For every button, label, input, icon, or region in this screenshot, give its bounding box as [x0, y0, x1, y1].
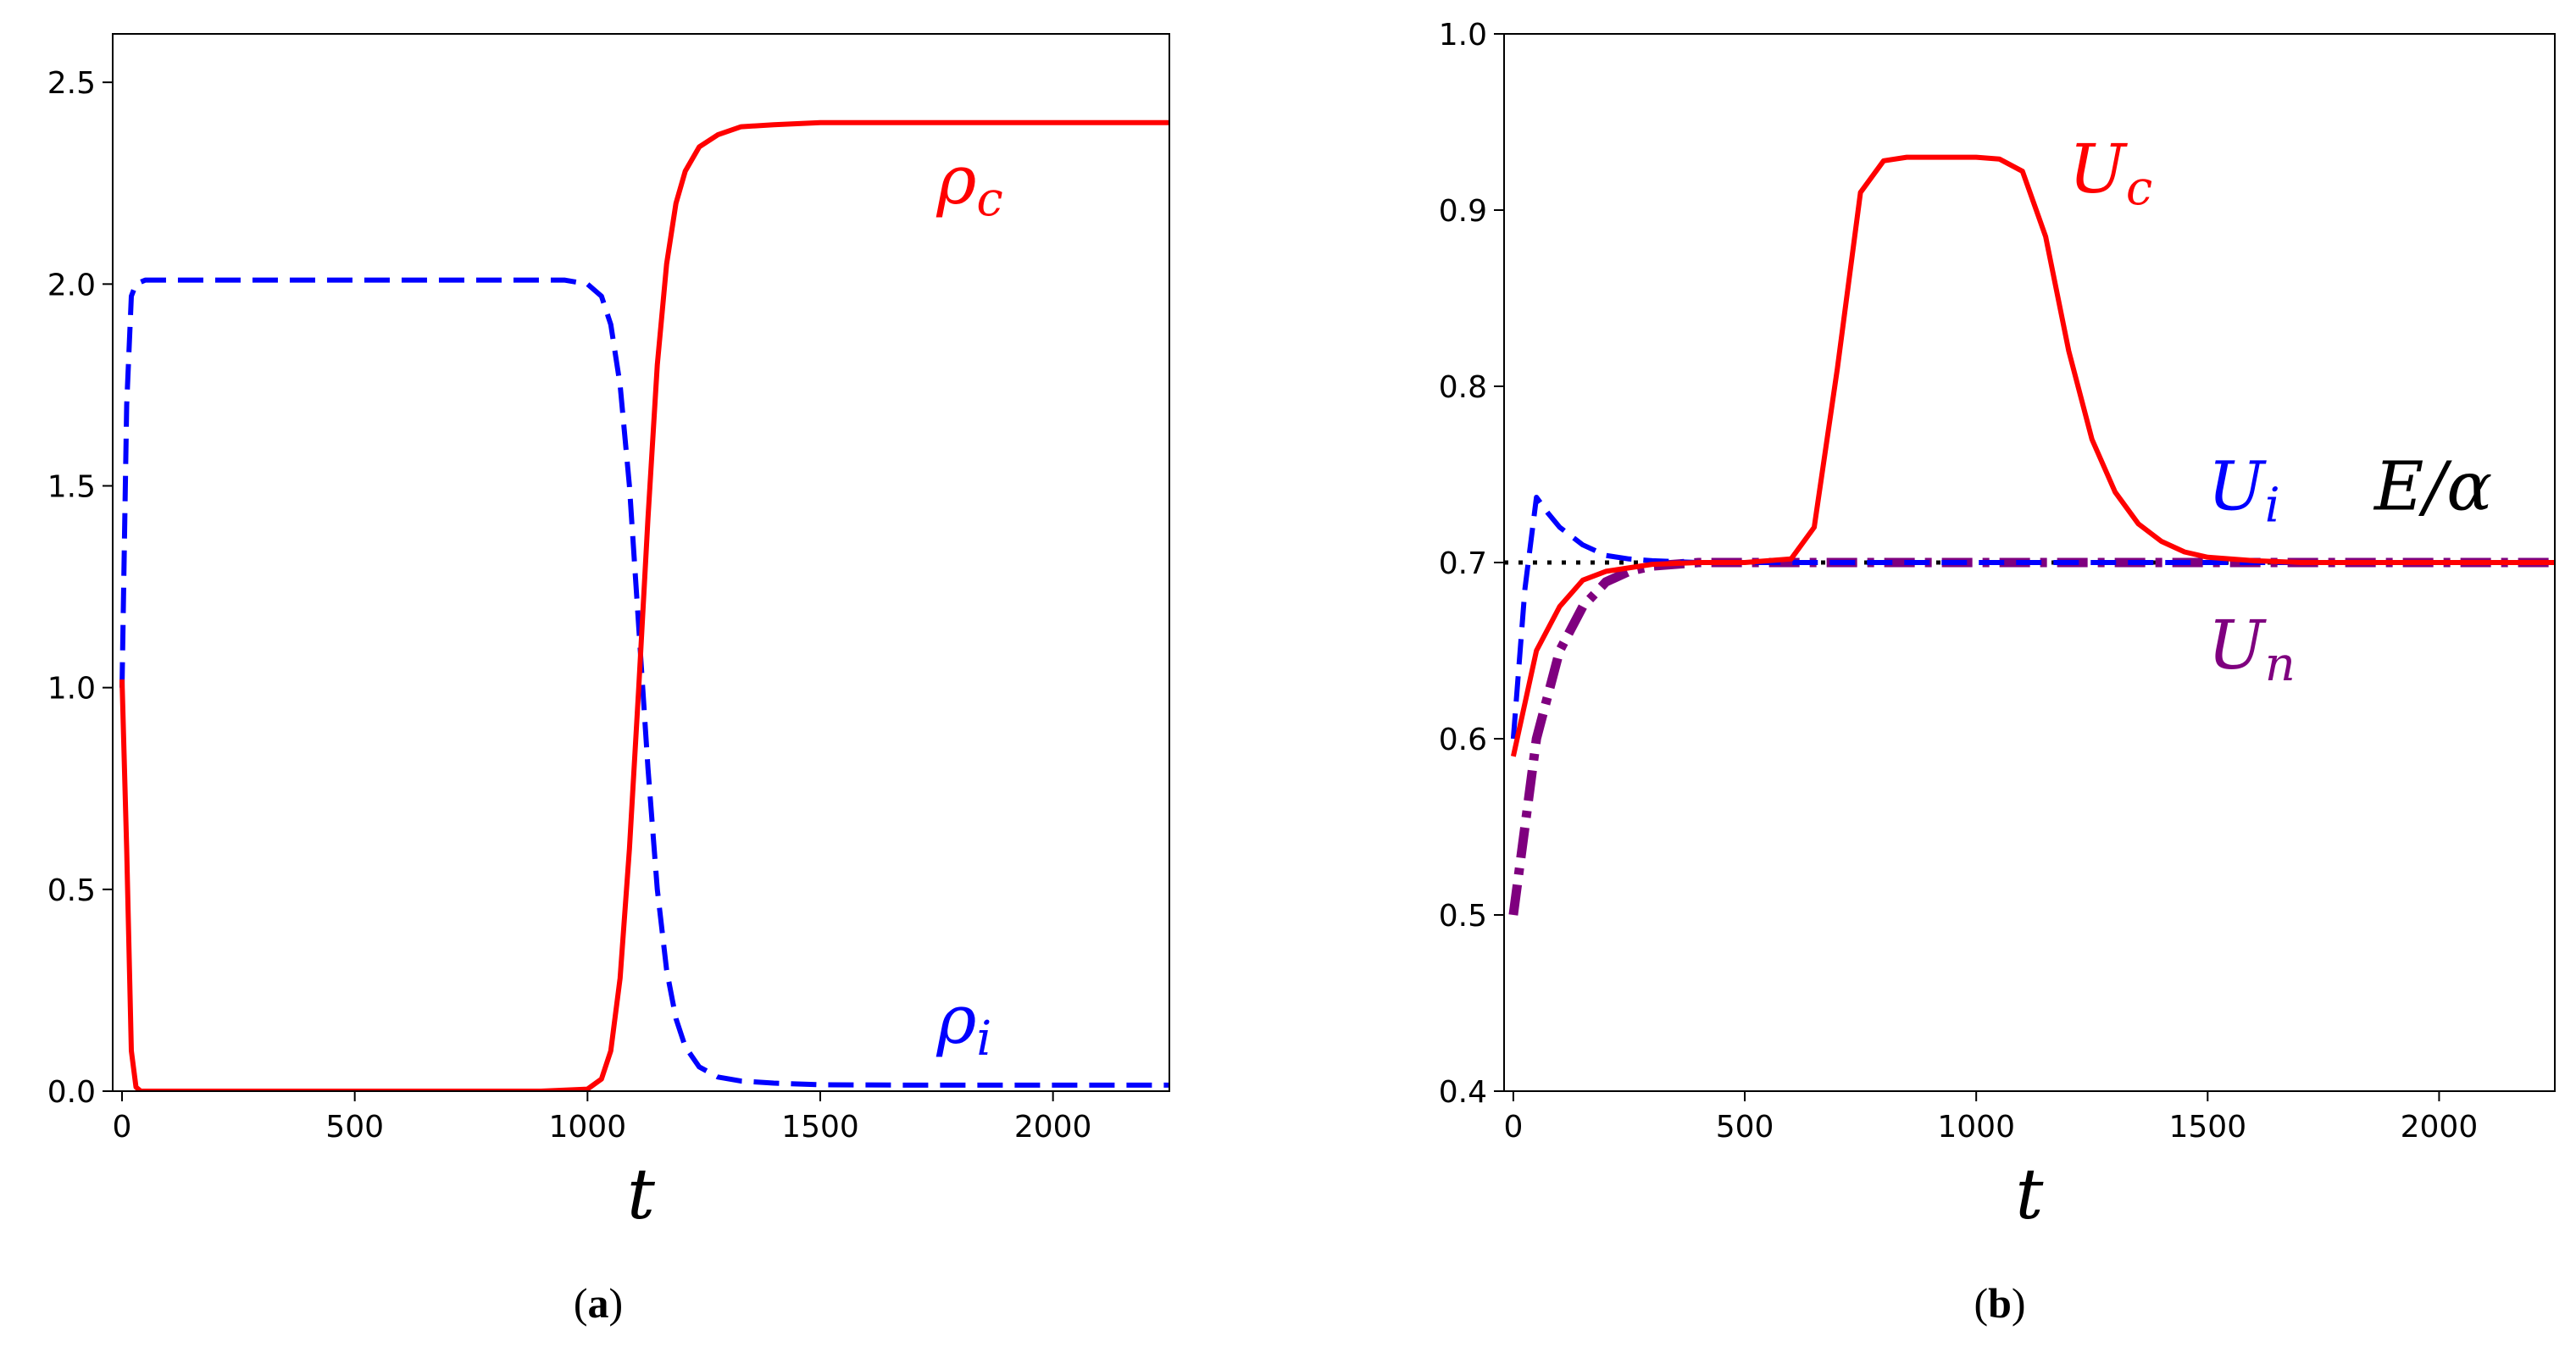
panel-b-series-U-c: [1510, 154, 2555, 757]
panel-a-label-rho-i: ρi: [935, 980, 991, 1067]
panel-a-xtick-label: 1000: [549, 1110, 627, 1145]
panel-a-axes-frame: [112, 33, 1170, 1092]
panel-b-xtick-label: 1500: [2168, 1110, 2246, 1145]
panel-a-xtick-label: 0: [113, 1110, 132, 1145]
panel-a-series-rho-c: [119, 119, 1169, 1091]
panel-b-label-U-c: Uc: [2068, 130, 2152, 216]
panel-b-caption: (b): [1974, 1279, 2025, 1327]
panel-b-ytick-label: 0.4: [1439, 1075, 1487, 1110]
panel-b-ytick-label: 0.8: [1439, 370, 1487, 405]
panel-b-label-reference: E/α: [2373, 447, 2492, 526]
panel-b-xtick-label: 2000: [2401, 1110, 2479, 1145]
panel-a-ytick-label: 0.5: [47, 873, 96, 908]
panel-b-xtick-label: 1000: [1937, 1110, 2015, 1145]
panel-a-series-rho-i: [119, 277, 1169, 1088]
panel-a-xtick-label: 1500: [781, 1110, 859, 1145]
panel-b-chart: 0 500 1000 1500 2000 0.4 0.5 0.6 0.7 0.8 0.9 1.0 t Uc…: [1439, 18, 2556, 1327]
panel-b-series-U-n: [1508, 557, 2555, 916]
panel-b-ytick-label: 1.0: [1439, 18, 1487, 53]
panel-b-label-U-i: Ui: [2207, 447, 2279, 534]
panel-a-xtick-label: 2000: [1014, 1110, 1092, 1145]
panel-a-xlabel: t: [627, 1155, 656, 1235]
panel-a-ytick-label: 2.5: [47, 66, 96, 101]
panel-a-ytick-label: 2.0: [47, 268, 96, 302]
panel-b-xlabel: t: [2016, 1155, 2045, 1235]
panel-a-ytick-label: 1.0: [47, 672, 96, 707]
panel-b-xtick-label: 0: [1503, 1110, 1523, 1145]
panel-b-ytick-label: 0.9: [1439, 194, 1487, 229]
panel-a-label-rho-c: ρc: [935, 141, 1002, 227]
panel-b-series-U-i: [1510, 495, 2555, 740]
panel-b-ytick-label: 0.5: [1439, 899, 1487, 934]
panel-b-ytick-label: 0.7: [1439, 546, 1487, 581]
panel-a-chart: 0 500 1000 1500 2000 0.0 0.5 1.0 1.5 2.0 2.5 t ρc ρi (…: [47, 33, 1170, 1327]
panel-b-label-U-n: Un: [2207, 606, 2296, 692]
panel-a-xtick-label: 500: [325, 1110, 384, 1145]
panel-a-ytick-label: 0.0: [47, 1075, 96, 1110]
panel-a-caption: (a): [574, 1279, 623, 1327]
panel-a-ytick-label: 1.5: [47, 469, 96, 504]
panel-b-xtick-label: 500: [1716, 1110, 1774, 1145]
panel-b-ytick-label: 0.6: [1439, 723, 1487, 757]
